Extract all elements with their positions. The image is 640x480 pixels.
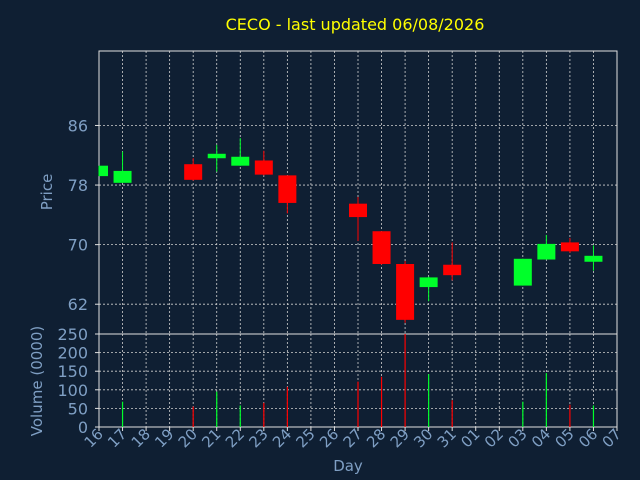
price-tick-label: 70 (68, 236, 88, 255)
day-tick-label: 25 (293, 425, 319, 451)
candle (513, 258, 532, 286)
day-tick-label: 27 (340, 425, 366, 451)
candle-body (231, 156, 250, 166)
candle (231, 138, 250, 166)
candle-body (278, 175, 297, 203)
candle-body (560, 242, 579, 252)
candle (372, 231, 391, 265)
candle (278, 175, 297, 214)
day-tick-label: 23 (245, 425, 271, 451)
volume-series (121, 334, 595, 427)
price-tick-label: 78 (68, 176, 88, 195)
volume-axis-label: Volume (0000) (28, 326, 46, 436)
day-tick-label: 03 (504, 425, 530, 451)
candle-body (419, 277, 438, 288)
day-tick-label: 28 (363, 425, 389, 451)
candle-body (537, 243, 556, 260)
volume-tick-label: 250 (57, 325, 88, 344)
candle (207, 144, 226, 172)
day-tick-label: 01 (457, 425, 483, 451)
x-axis-label: Day (333, 457, 363, 475)
price-tick-label: 86 (68, 116, 88, 135)
candle (443, 242, 462, 281)
day-tick-label: 31 (434, 425, 460, 451)
candle-body (513, 258, 532, 286)
day-tick-label: 22 (222, 425, 248, 451)
candle (184, 158, 203, 181)
day-tick-label: 21 (198, 425, 224, 451)
candlestick-series (98, 138, 603, 323)
candle (419, 276, 438, 302)
price-axis-label: Price (38, 174, 56, 211)
candle (396, 261, 415, 323)
day-tick-label: 05 (552, 425, 578, 451)
candle (254, 150, 273, 176)
candle (113, 151, 132, 183)
day-tick-label: 06 (575, 425, 601, 451)
day-tick-label: 29 (387, 425, 413, 451)
day-tick-label: 24 (269, 425, 295, 451)
candle-body (254, 160, 273, 175)
candle-body (349, 203, 367, 218)
price-tick-label: 62 (68, 295, 88, 314)
day-tick-label: 04 (528, 425, 554, 451)
volume-tick-label: 0 (78, 418, 88, 437)
day-tick-label: 30 (410, 425, 436, 451)
volume-tick-label: 50 (68, 399, 88, 418)
candle-body (113, 170, 132, 183)
day-tick-label: 19 (151, 425, 177, 451)
chart-title: CECO - last updated 06/08/2026 (226, 15, 485, 34)
day-tick-label: 26 (316, 425, 342, 451)
day-tick-label: 18 (128, 425, 154, 451)
candle-body (99, 165, 108, 177)
candle-body (443, 264, 462, 276)
candle-body (396, 263, 415, 320)
volume-tick-label: 100 (57, 381, 88, 400)
volume-tick-label: 200 (57, 344, 88, 363)
candle-body (584, 255, 603, 262)
candle-body (184, 164, 203, 180)
candle (98, 165, 108, 177)
day-tick-label: 07 (599, 425, 625, 451)
day-tick-label: 02 (481, 425, 507, 451)
volume-tick-label: 150 (57, 362, 88, 381)
price-grid (98, 51, 618, 334)
day-tick-label: 20 (175, 425, 201, 451)
candle (584, 245, 603, 271)
candle-body (207, 153, 226, 159)
day-axis: 1617181920212223242526272829303101020304… (81, 425, 625, 451)
candle-body (372, 231, 391, 264)
day-tick-label: 17 (104, 425, 130, 451)
candle (537, 234, 556, 260)
price-y-axis: 62 70 78 86 (68, 116, 99, 314)
candle (560, 237, 579, 253)
candle (349, 196, 367, 241)
